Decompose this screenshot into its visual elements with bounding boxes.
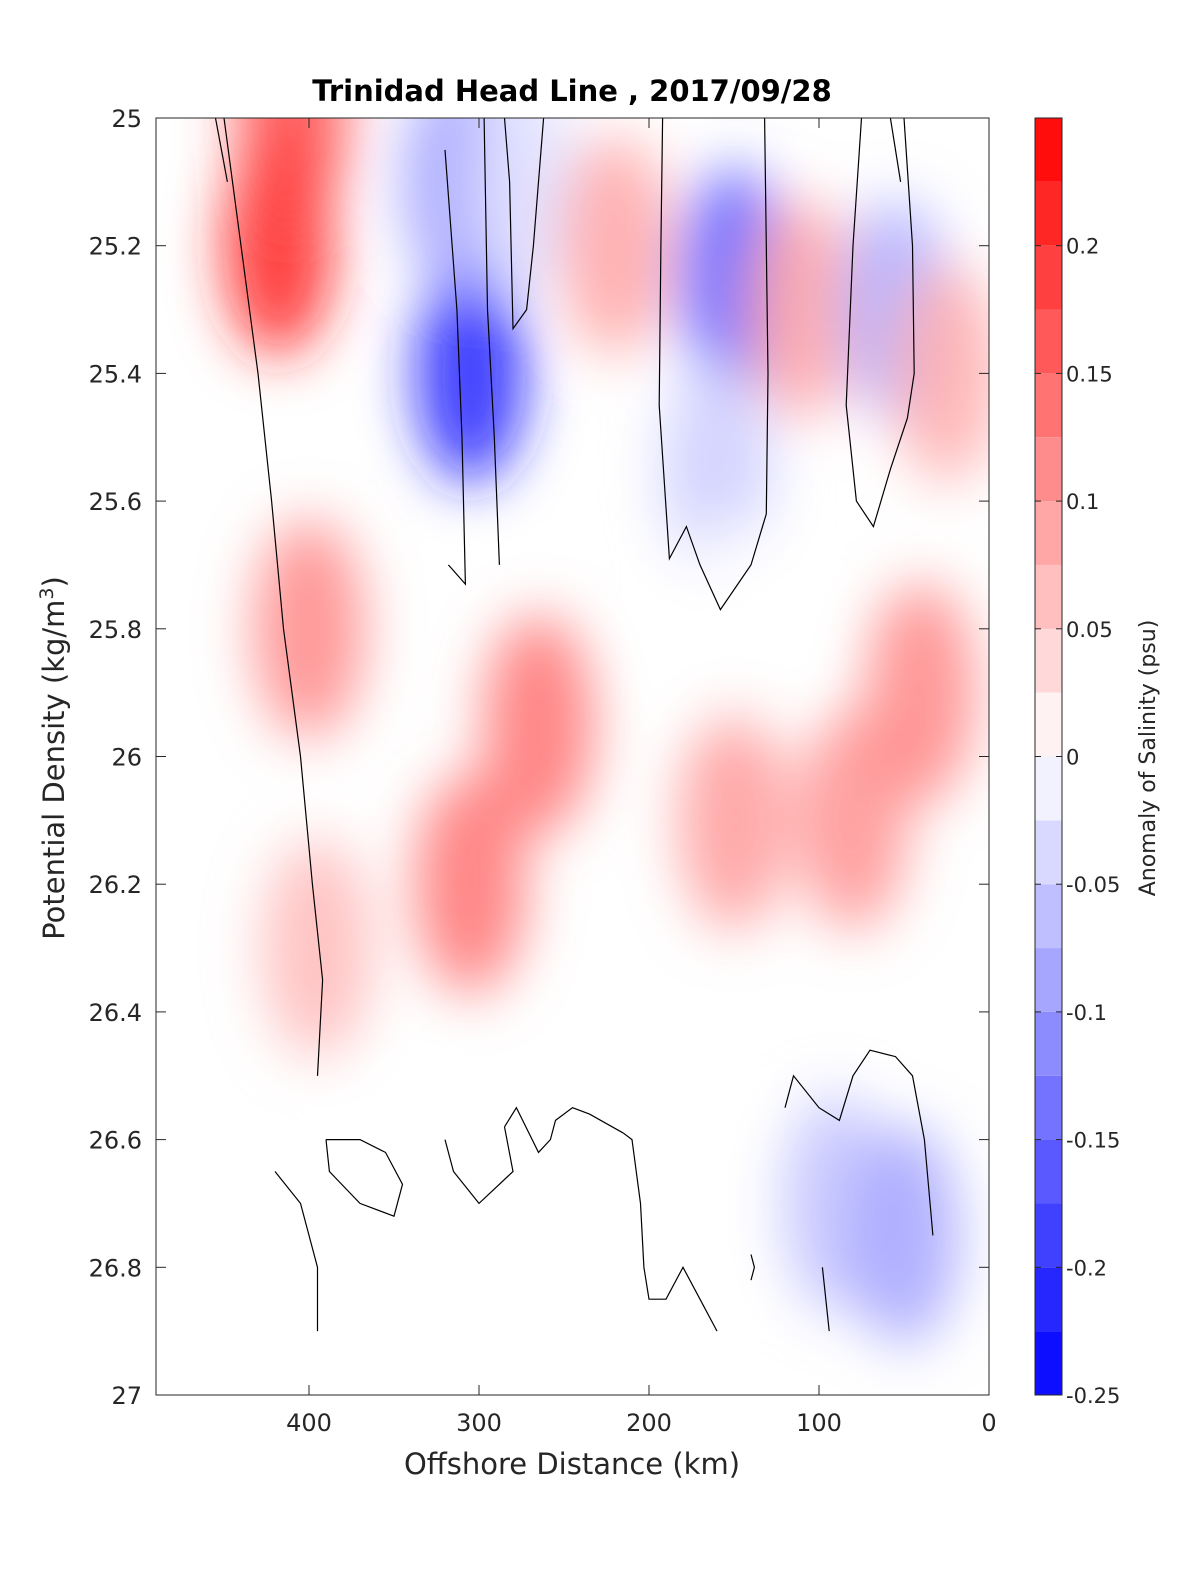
y-axis-label: Potential Density (kg/m3) — [36, 576, 71, 940]
anomaly-feature-7 — [415, 774, 526, 995]
anomaly-feature-18 — [891, 263, 989, 484]
colorbar-level — [1035, 501, 1062, 565]
chart-title: Trinidad Head Line , 2017/09/28 — [312, 74, 832, 108]
anomaly-feature-4 — [415, 263, 526, 484]
colorbar-level — [1035, 437, 1062, 502]
y-tick-label: 27 — [111, 1382, 142, 1410]
y-tick-label: 25 — [111, 105, 142, 133]
colorbar-level — [1035, 756, 1062, 821]
colorbar-level — [1035, 181, 1062, 246]
anomaly-feature-22 — [356, 1093, 466, 1314]
colorbar — [1035, 118, 1062, 1395]
anomaly-feature-8 — [483, 614, 594, 835]
x-tick-label: 0 — [981, 1409, 996, 1437]
colorbar-level — [1035, 884, 1062, 949]
zero-contour-12 — [444, 1126, 514, 1205]
colorbar-level — [1035, 1267, 1062, 1332]
colorbar-level — [1035, 628, 1062, 693]
y-tick-label: 25.8 — [89, 616, 142, 644]
y-axis-label-close: ) — [37, 576, 71, 587]
colorbar-level — [1035, 373, 1062, 438]
zero-contour-0 — [223, 118, 324, 1076]
colorbar-level — [1035, 692, 1062, 757]
zero-contour-15 — [821, 1267, 830, 1332]
colorbar-tick-label: 0.2 — [1066, 235, 1099, 259]
zero-contour-10 — [623, 1132, 718, 1332]
x-axis: 400 300 200 100 0 — [286, 118, 997, 1437]
colorbar-level — [1035, 118, 1062, 182]
x-axis-label: Offshore Distance (km) — [404, 1447, 740, 1481]
anomaly-feature-14 — [747, 199, 857, 420]
colorbar-tick-label: 0.1 — [1066, 490, 1099, 514]
anomaly-feature-19 — [628, 1093, 738, 1314]
colorbar-level — [1035, 1331, 1062, 1395]
colorbar-tick-label: 0.15 — [1066, 362, 1113, 386]
colorbar-level — [1035, 1203, 1062, 1268]
zero-contour-4 — [503, 118, 545, 331]
zero-contour-8 — [274, 1171, 319, 1332]
anomaly-feature-12 — [679, 518, 789, 739]
anomaly-feature-17 — [866, 582, 976, 803]
anomaly-feature-9 — [560, 135, 670, 356]
y-tick-label: 26 — [111, 744, 142, 772]
anomaly-field — [223, 118, 989, 1346]
y-axis-label-main: Potential Density (kg/m — [37, 600, 71, 940]
x-tick-label: 100 — [796, 1409, 842, 1437]
zero-contour-13 — [750, 1254, 756, 1281]
x-tick-label: 400 — [286, 1409, 332, 1437]
zero-contour-2 — [444, 149, 467, 586]
colorbar-level — [1035, 309, 1062, 374]
colorbar-ticks: 0.2 0.15 0.1 0.05 0 -0.05 -0.1 -0.15 -0.2 -0.25 — [1035, 235, 1120, 1408]
y-tick-label: 26.6 — [89, 1127, 142, 1155]
y-axis-label-sup: 3 — [36, 587, 58, 599]
colorbar-level — [1035, 245, 1062, 310]
colorbar-label: Anomaly of Salinity (psu) — [1136, 620, 1161, 897]
y-tick-label: 25.4 — [89, 360, 142, 388]
zero-contour-5 — [658, 118, 769, 611]
colorbar-level — [1035, 1011, 1062, 1076]
anomaly-feature-6 — [466, 118, 577, 292]
y-tick-label: 26.2 — [89, 871, 142, 899]
x-tick-label: 300 — [456, 1409, 502, 1437]
y-tick-label: 26.4 — [89, 999, 142, 1027]
zero-contour-3 — [483, 118, 500, 565]
anomaly-feature-21 — [849, 1125, 959, 1346]
y-axis: 25 25.2 25.4 25.6 25.8 26 26.2 26.4 26.6 26.8 27 — [89, 105, 989, 1410]
colorbar-tick-label: -0.2 — [1066, 1256, 1107, 1280]
colorbar-tick-label: -0.1 — [1066, 1001, 1107, 1025]
zero-contour-1 — [214, 118, 228, 183]
y-tick-label: 25.2 — [89, 233, 142, 261]
colorbar-tick-label: 0 — [1066, 746, 1079, 770]
zero-contour-11 — [503, 1106, 624, 1154]
zero-contour-14 — [784, 1049, 934, 1236]
zero-contour-6 — [845, 118, 915, 528]
colorbar-level — [1035, 820, 1062, 885]
zero-contour-9 — [325, 1139, 404, 1217]
anomaly-feature-3 — [262, 838, 373, 1059]
x-tick-label: 200 — [626, 1409, 672, 1437]
colorbar-tick-label: -0.15 — [1066, 1129, 1120, 1153]
anomaly-feature-2 — [254, 518, 364, 739]
y-tick-label: 25.6 — [89, 488, 142, 516]
colorbar-level — [1035, 948, 1062, 1012]
anomaly-feature-13 — [679, 710, 789, 931]
y-tick-label: 26.8 — [89, 1254, 142, 1282]
colorbar-level — [1035, 564, 1062, 629]
colorbar-level — [1035, 1075, 1062, 1140]
zero-contour-7 — [889, 118, 902, 182]
colorbar-tick-label: -0.25 — [1066, 1384, 1120, 1408]
colorbar-tick-label: 0.05 — [1066, 618, 1113, 642]
zero-contours — [214, 118, 934, 1332]
anomaly-feature-1 — [237, 118, 347, 228]
colorbar-level — [1035, 1139, 1062, 1204]
colorbar-tick-label: -0.05 — [1066, 873, 1120, 897]
